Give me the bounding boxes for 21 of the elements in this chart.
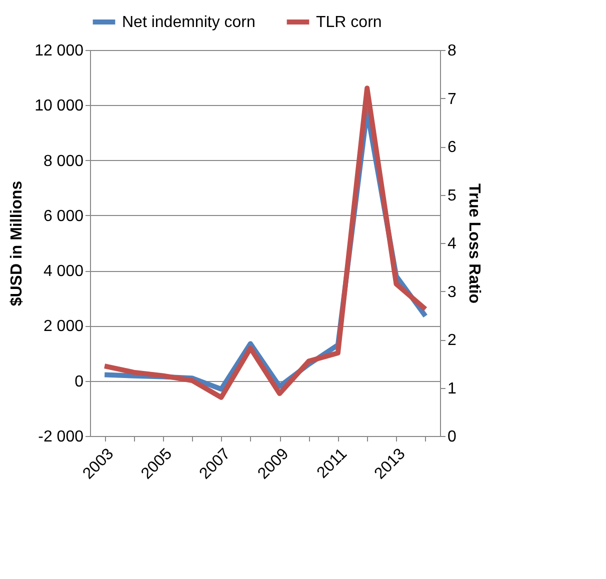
- y-tick-label: 0: [74, 373, 84, 390]
- y2-tick-label: 3: [448, 284, 456, 301]
- legend-label: Net indemnity corn: [122, 14, 256, 31]
- y2-tick-label: 5: [448, 187, 456, 204]
- y2-tick-label: 2: [448, 332, 456, 349]
- y2-tick-label: 0: [448, 428, 456, 446]
- y-tick-label: 10 000: [34, 98, 84, 115]
- y2-tick-label: 8: [448, 42, 456, 60]
- y-tick-label: -2 000: [38, 428, 84, 446]
- legend-label: TLR corn: [316, 14, 382, 31]
- y-tick-label: 4 000: [43, 263, 84, 280]
- y-axis-title: $USD in Millions: [8, 180, 26, 306]
- y2-tick-label: 7: [448, 90, 456, 108]
- y2-tick-label: 4: [448, 236, 456, 252]
- y2-axis-title: True Loss Ratio: [465, 183, 482, 304]
- y-tick-label: 2 000: [43, 318, 84, 336]
- y2-tick-label: 1: [448, 380, 456, 398]
- y2-tick-label: 6: [448, 139, 456, 156]
- y-tick-label: 12 000: [34, 42, 84, 60]
- y-tick-label: 6 000: [43, 208, 84, 225]
- y-tick-label: 8 000: [43, 152, 84, 170]
